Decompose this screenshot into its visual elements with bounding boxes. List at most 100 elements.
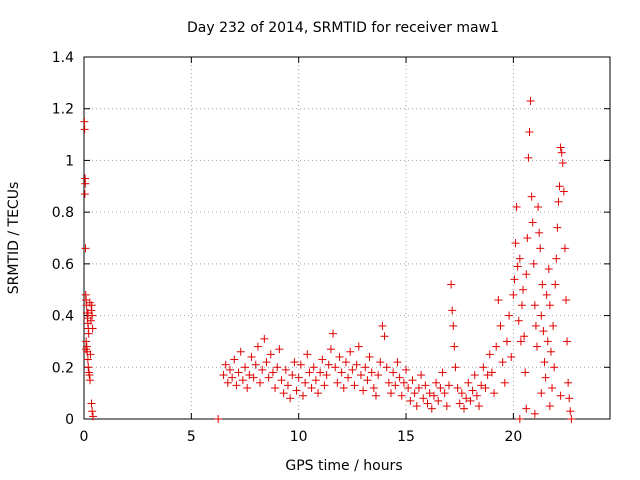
data-point xyxy=(376,358,385,367)
data-point xyxy=(444,381,453,390)
data-point xyxy=(519,285,528,294)
data-point xyxy=(543,337,552,346)
data-point xyxy=(564,378,573,387)
data-point xyxy=(384,378,393,387)
data-point xyxy=(404,383,413,392)
data-point xyxy=(335,352,344,361)
data-point xyxy=(567,415,576,423)
data-point xyxy=(555,182,564,191)
data-point xyxy=(496,321,505,330)
data-point xyxy=(281,365,290,374)
data-point xyxy=(271,383,280,392)
data-point xyxy=(530,409,539,418)
data-point xyxy=(540,358,549,367)
data-point xyxy=(419,394,428,403)
data-point xyxy=(558,159,567,168)
y-tick-label: 0.8 xyxy=(52,205,74,221)
data-point xyxy=(552,254,561,263)
data-point xyxy=(371,391,380,400)
data-point xyxy=(80,190,89,199)
data-point xyxy=(232,381,241,390)
data-point xyxy=(537,389,546,398)
data-point xyxy=(457,389,466,398)
data-point xyxy=(460,404,469,413)
data-point xyxy=(84,329,93,338)
data-point xyxy=(350,381,359,390)
data-point xyxy=(492,342,501,351)
data-point xyxy=(509,290,518,299)
data-point xyxy=(367,368,376,377)
data-point xyxy=(440,389,449,398)
data-point xyxy=(221,360,230,369)
data-point xyxy=(339,383,348,392)
data-point xyxy=(535,228,544,237)
data-point xyxy=(81,244,90,253)
data-point xyxy=(525,127,534,136)
data-point xyxy=(393,358,402,367)
data-point xyxy=(301,378,310,387)
data-point xyxy=(322,371,331,380)
data-point xyxy=(294,373,303,382)
data-point xyxy=(352,360,361,369)
data-point xyxy=(307,383,316,392)
data-point xyxy=(515,415,524,423)
data-point xyxy=(89,412,98,421)
data-point xyxy=(288,371,297,380)
data-point xyxy=(523,234,532,242)
x-tick-label: 20 xyxy=(504,429,522,445)
data-point xyxy=(247,352,256,361)
data-point xyxy=(238,376,247,385)
data-point xyxy=(538,280,547,289)
data-point xyxy=(266,350,275,359)
data-point xyxy=(544,265,553,274)
data-point xyxy=(85,371,94,380)
data-point xyxy=(408,376,417,385)
data-point xyxy=(536,244,545,253)
data-point xyxy=(346,347,355,356)
data-point xyxy=(283,381,292,390)
data-point xyxy=(477,381,486,390)
data-point xyxy=(309,363,318,372)
data-point xyxy=(561,296,570,305)
data-point xyxy=(365,352,374,361)
data-point xyxy=(399,378,408,387)
data-point xyxy=(510,275,519,284)
data-point xyxy=(546,347,555,356)
data-point xyxy=(470,371,479,380)
data-point xyxy=(296,360,305,369)
data-point xyxy=(448,306,457,315)
data-point xyxy=(434,396,443,405)
data-point xyxy=(483,371,492,380)
y-axis-label: SRMTID / TECUs xyxy=(6,182,22,295)
data-point xyxy=(258,365,267,374)
y-tick-label: 0.2 xyxy=(52,360,74,376)
data-point xyxy=(88,311,97,320)
data-point xyxy=(479,363,488,372)
data-point xyxy=(502,337,511,346)
data-point xyxy=(554,197,563,206)
data-point xyxy=(361,363,370,372)
data-point xyxy=(533,342,542,351)
data-point xyxy=(348,365,357,374)
data-point xyxy=(539,327,548,336)
data-point xyxy=(425,389,434,398)
data-point xyxy=(498,358,507,367)
x-axis: 0 5 10 15 20 xyxy=(80,57,522,445)
data-point xyxy=(326,345,335,354)
x-axis-label: GPS time / hours xyxy=(285,458,402,474)
x-tick-label: 10 xyxy=(290,429,308,445)
data-point xyxy=(88,324,97,333)
data-point xyxy=(369,383,378,392)
data-point xyxy=(449,321,458,330)
data-point xyxy=(549,321,558,330)
x-tick-label: 5 xyxy=(187,429,196,445)
chart-title: Day 232 of 2014, SRMTID for receiver maw… xyxy=(187,20,499,36)
data-point xyxy=(417,371,426,380)
data-point xyxy=(84,363,93,372)
data-point xyxy=(527,192,536,201)
data-point xyxy=(559,187,568,196)
data-point xyxy=(277,376,286,385)
data-point xyxy=(520,332,529,341)
data-point xyxy=(87,399,96,408)
data-point xyxy=(557,148,566,157)
